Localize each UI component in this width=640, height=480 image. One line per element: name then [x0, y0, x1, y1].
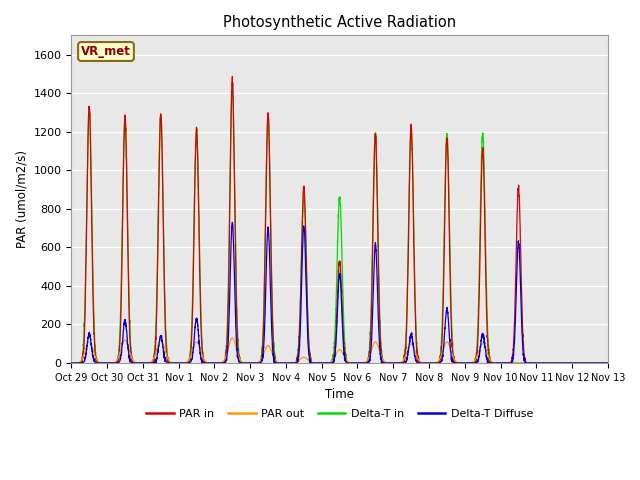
Text: VR_met: VR_met [81, 45, 131, 58]
Y-axis label: PAR (umol/m2/s): PAR (umol/m2/s) [15, 150, 28, 248]
X-axis label: Time: Time [325, 388, 354, 401]
Title: Photosynthetic Active Radiation: Photosynthetic Active Radiation [223, 15, 456, 30]
Legend: PAR in, PAR out, Delta-T in, Delta-T Diffuse: PAR in, PAR out, Delta-T in, Delta-T Dif… [141, 404, 538, 423]
